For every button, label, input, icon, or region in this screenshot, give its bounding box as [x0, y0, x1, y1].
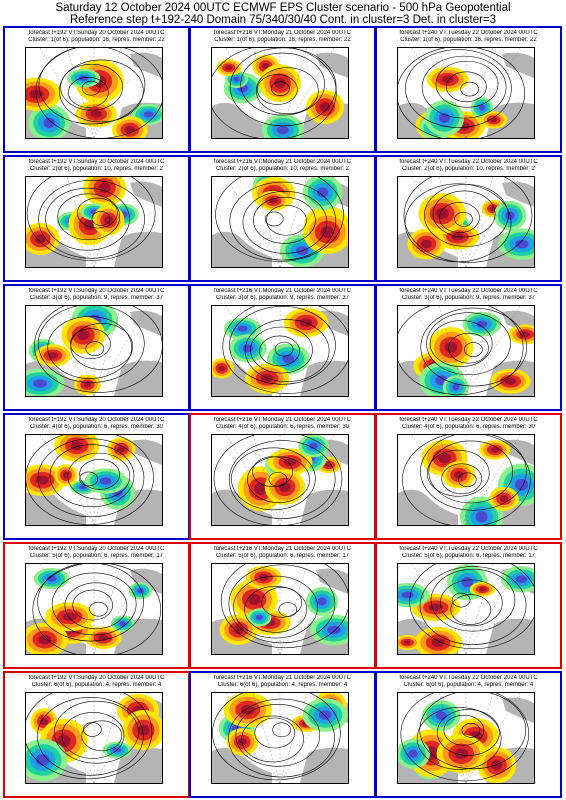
forecast-caption: forecast t+240 VT:Tuesday 22 October 202… — [399, 288, 538, 294]
cluster-caption: Cluster: 2(of 6), population: 10, repres… — [29, 166, 164, 172]
forecast-caption: forecast t+192 VT:Sunday 20 October 2024… — [28, 30, 165, 36]
geopotential-map — [397, 47, 535, 139]
cluster-caption: Cluster: 3(of 6), population: 9, repres.… — [215, 295, 350, 301]
cluster-caption: Cluster: 3(of 6), population: 9, repres.… — [401, 295, 536, 301]
geopotential-map — [211, 692, 349, 784]
geopotential-map — [397, 563, 535, 655]
cluster-panel: forecast t+216 VT:Monday 21 October 2024… — [189, 155, 376, 282]
cluster-panel: forecast t+192 VT:Sunday 20 October 2024… — [3, 26, 190, 153]
forecast-caption: forecast t+192 VT:Sunday 20 October 2024… — [28, 675, 165, 681]
cluster-panel: forecast t+240 VT:Tuesday 22 October 202… — [375, 542, 562, 669]
geopotential-map — [397, 305, 535, 397]
cluster-panel: forecast t+240 VT:Tuesday 22 October 202… — [375, 671, 562, 798]
forecast-caption: forecast t+216 VT:Monday 21 October 2024… — [214, 417, 351, 423]
cluster-panel: forecast t+192 VT:Sunday 20 October 2024… — [3, 671, 190, 798]
geopotential-map — [211, 47, 349, 139]
forecast-caption: forecast t+216 VT:Monday 21 October 2024… — [214, 288, 351, 294]
forecast-caption: forecast t+240 VT:Tuesday 22 October 202… — [399, 417, 538, 423]
cluster-panel: forecast t+240 VT:Tuesday 22 October 202… — [375, 413, 562, 540]
geopotential-map — [397, 434, 535, 526]
forecast-caption: forecast t+216 VT:Monday 21 October 2024… — [214, 546, 351, 552]
forecast-caption: forecast t+192 VT:Sunday 20 October 2024… — [28, 417, 165, 423]
forecast-caption: forecast t+240 VT:Tuesday 22 October 202… — [399, 30, 538, 36]
geopotential-map — [211, 434, 349, 526]
cluster-panel: forecast t+216 VT:Monday 21 October 2024… — [189, 284, 376, 411]
geopotential-map — [25, 47, 163, 139]
cluster-caption: Cluster: 6(of 6), population: 4, repres.… — [403, 682, 534, 688]
cluster-caption: Cluster: 1(of 6), population: 16, repres… — [400, 37, 537, 43]
forecast-caption: forecast t+192 VT:Sunday 20 October 2024… — [28, 288, 165, 294]
forecast-caption: forecast t+216 VT:Monday 21 October 2024… — [214, 159, 351, 165]
cluster-caption: Cluster: 5(of 6), population: 6, repres.… — [215, 553, 350, 559]
geopotential-map — [25, 563, 163, 655]
cluster-panel: forecast t+192 VT:Sunday 20 October 2024… — [3, 284, 190, 411]
forecast-caption: forecast t+192 VT:Sunday 20 October 2024… — [28, 159, 165, 165]
geopotential-map — [211, 563, 349, 655]
cluster-panel: forecast t+240 VT:Tuesday 22 October 202… — [375, 284, 562, 411]
forecast-caption: forecast t+240 VT:Tuesday 22 October 202… — [399, 675, 538, 681]
cluster-caption: Cluster: 5(of 6), population: 6, repres.… — [29, 553, 164, 559]
geopotential-map — [25, 305, 163, 397]
page-subtitle: Reference step t+192-240 Domain 75/340/3… — [69, 14, 497, 26]
cluster-caption: Cluster: 4(of 6), population: 6, repres.… — [401, 424, 536, 430]
forecast-caption: forecast t+192 VT:Sunday 20 October 2024… — [28, 546, 165, 552]
cluster-panel: forecast t+216 VT:Monday 21 October 2024… — [189, 413, 376, 540]
cluster-caption: Cluster: 2(of 6), population: 10, repres… — [215, 166, 350, 172]
cluster-panel: forecast t+240 VT:Tuesday 22 October 202… — [375, 155, 562, 282]
cluster-caption: Cluster: 6(of 6), population: 4, repres.… — [31, 682, 162, 688]
cluster-panel: forecast t+192 VT:Sunday 20 October 2024… — [3, 542, 190, 669]
cluster-panel: forecast t+216 VT:Monday 21 October 2024… — [189, 671, 376, 798]
geopotential-map — [25, 176, 163, 268]
geopotential-map — [211, 305, 349, 397]
geopotential-map — [25, 434, 163, 526]
cluster-caption: Cluster: 1(of 6), population: 16, repres… — [28, 37, 165, 43]
cluster-caption: Cluster: 5(of 6), population: 6, repres.… — [401, 553, 536, 559]
cluster-panel: forecast t+216 VT:Monday 21 October 2024… — [189, 26, 376, 153]
forecast-caption: forecast t+240 VT:Tuesday 22 October 202… — [399, 546, 538, 552]
cluster-caption: Cluster: 6(of 6), population: 4, repres.… — [217, 682, 348, 688]
forecast-caption: forecast t+216 VT:Monday 21 October 2024… — [214, 675, 351, 681]
cluster-panel: forecast t+192 VT:Sunday 20 October 2024… — [3, 413, 190, 540]
geopotential-map — [211, 176, 349, 268]
page-title: Saturday 12 October 2024 00UTC ECMWF EPS… — [55, 2, 511, 14]
cluster-panel: forecast t+216 VT:Monday 21 October 2024… — [189, 542, 376, 669]
geopotential-map — [25, 692, 163, 784]
cluster-caption: Cluster: 3(of 6), population: 9, repres.… — [29, 295, 164, 301]
cluster-caption: Cluster: 2(of 6), population: 10, repres… — [401, 166, 536, 172]
cluster-caption: Cluster: 4(of 6), population: 6, repres.… — [29, 424, 164, 430]
forecast-caption: forecast t+240 VT:Tuesday 22 October 202… — [399, 159, 538, 165]
cluster-caption: Cluster: 1(of 6), population: 16, repres… — [214, 37, 351, 43]
cluster-caption: Cluster: 4(of 6), population: 6, repres.… — [215, 424, 350, 430]
geopotential-map — [397, 692, 535, 784]
cluster-panel: forecast t+240 VT:Tuesday 22 October 202… — [375, 26, 562, 153]
cluster-panel: forecast t+192 VT:Sunday 20 October 2024… — [3, 155, 190, 282]
geopotential-map — [397, 176, 535, 268]
forecast-caption: forecast t+216 VT:Monday 21 October 2024… — [214, 30, 351, 36]
